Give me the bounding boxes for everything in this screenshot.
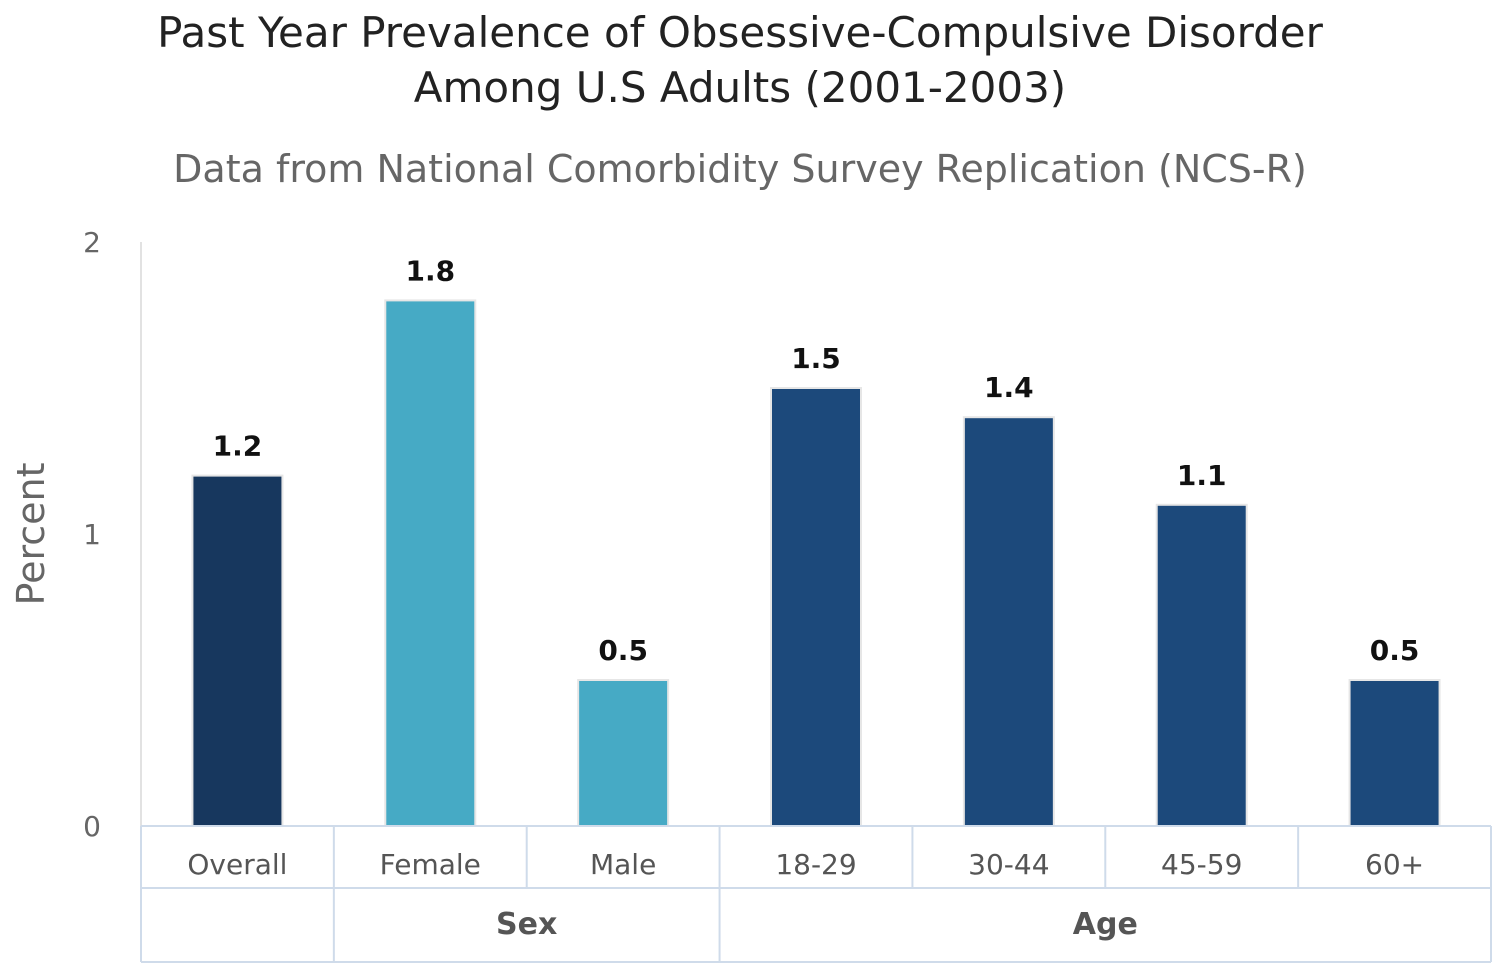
chart-subtitle: Data from National Comorbidity Survey Re… <box>173 147 1307 191</box>
bars <box>191 299 1441 827</box>
bar-30-44 <box>962 416 1055 827</box>
y-tick-label: 1 <box>83 518 101 551</box>
category-label: 45-59 <box>1161 848 1242 881</box>
y-tick-label: 2 <box>83 226 101 259</box>
data-label: 1.1 <box>1177 459 1227 492</box>
category-label: 30-44 <box>968 848 1049 881</box>
bar-female <box>384 299 477 827</box>
data-label: 1.8 <box>405 254 455 287</box>
category-label: Female <box>380 848 481 881</box>
data-label: 0.5 <box>1370 634 1420 667</box>
chart-title-line-1: Past Year Prevalence of Obsessive-Compul… <box>157 8 1324 57</box>
category-table: Overall Female Male 18-29 30-44 45-59 60+ Sex Ag… <box>140 825 1492 963</box>
category-label: Male <box>590 848 656 881</box>
bar-overall <box>191 474 284 827</box>
data-label: 1.4 <box>984 371 1034 404</box>
data-labels: 1.2 1.8 0.5 1.5 1.4 1.1 0.5 <box>213 254 1420 667</box>
data-label: 1.5 <box>791 342 841 375</box>
y-axis-title: Percent <box>9 463 53 606</box>
category-label: 60+ <box>1365 848 1424 881</box>
bar-60- <box>1348 679 1441 827</box>
group-label-age: Age <box>1073 907 1138 942</box>
category-label: 18-29 <box>775 848 856 881</box>
category-label: Overall <box>187 848 287 881</box>
y-ticks: 0 1 2 <box>83 226 101 843</box>
data-label: 1.2 <box>213 430 263 463</box>
chart-title-line-2: Among U.S Adults (2001-2003) <box>414 63 1066 112</box>
bar-male <box>577 679 670 827</box>
y-tick-label: 0 <box>83 810 101 843</box>
group-label-sex: Sex <box>496 907 557 942</box>
bar-18-29 <box>770 387 862 827</box>
bar-45-59 <box>1155 503 1248 827</box>
data-label: 0.5 <box>598 634 648 667</box>
